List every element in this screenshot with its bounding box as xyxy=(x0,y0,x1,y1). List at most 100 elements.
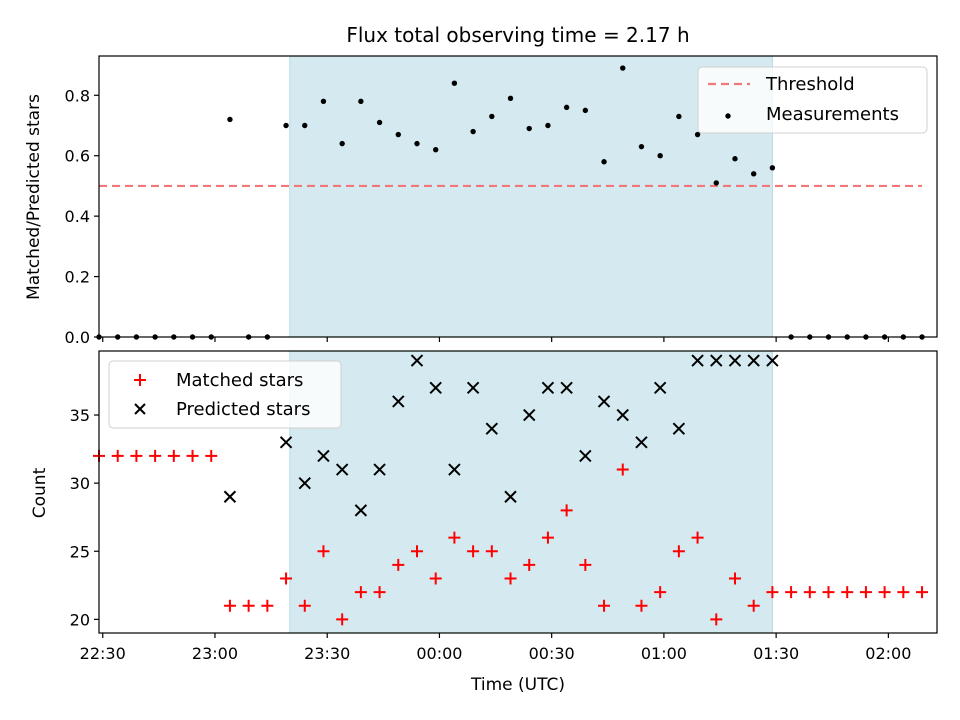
predicted-star-point xyxy=(766,354,779,367)
matched-star-point xyxy=(429,572,442,585)
matched-star-point xyxy=(336,613,349,626)
legend-predicted-swatch xyxy=(134,403,146,415)
matched-star-point xyxy=(916,586,929,599)
y-tick-label: 20 xyxy=(70,610,90,629)
matched-star-point xyxy=(785,586,798,599)
predicted-star-point xyxy=(354,504,368,517)
measurement-point xyxy=(545,122,551,129)
matched-star-point xyxy=(598,599,611,612)
y-tick-label: 0.4 xyxy=(65,207,90,226)
y-tick-label: 30 xyxy=(70,474,90,493)
matched-star-point xyxy=(485,545,498,558)
matched-star-point xyxy=(242,599,255,612)
matched-star-point xyxy=(167,449,180,462)
predicted-star-mark xyxy=(710,354,723,367)
matched-star-point xyxy=(392,558,405,571)
measurement-point xyxy=(395,131,401,138)
top-x-ticks xyxy=(102,337,889,342)
predicted-star-mark xyxy=(747,354,760,367)
matched-star-point xyxy=(298,599,311,612)
y-tick-label: 0.0 xyxy=(65,328,90,347)
predicted-star-point xyxy=(672,422,686,435)
predicted-star-point xyxy=(504,490,517,503)
predicted-star-point xyxy=(653,381,667,394)
measurement-point xyxy=(638,143,645,150)
matched-star-point xyxy=(691,531,704,544)
y-tick-label: 0.8 xyxy=(65,86,90,105)
predicted-star-mark xyxy=(354,504,368,517)
predicted-star-mark xyxy=(635,436,648,449)
matched-star-point xyxy=(280,572,293,585)
predicted-star-mark xyxy=(728,354,742,367)
matched-star-point xyxy=(841,586,854,599)
predicted-star-mark xyxy=(410,354,424,367)
measurement-point xyxy=(582,107,589,114)
measurement-point xyxy=(732,156,738,162)
y-tick-label: 0.6 xyxy=(65,147,90,166)
predicted-star-point xyxy=(597,395,611,408)
matched-star-point xyxy=(710,613,723,626)
chart-title: Flux total observing time = 2.17 h xyxy=(346,23,689,47)
measurement-point xyxy=(302,122,308,129)
top-legend-box xyxy=(697,66,928,134)
measurement-point xyxy=(339,140,345,147)
top-observing-window xyxy=(289,55,773,338)
matched-star-point xyxy=(859,586,872,599)
predicted-star-point xyxy=(466,381,480,394)
predicted-star-mark xyxy=(392,395,405,408)
top-legend: Threshold Measurements xyxy=(697,66,928,134)
top-y-axis-label: Matched/Predicted stars xyxy=(24,94,44,300)
matched-star-point xyxy=(803,586,816,599)
measurement-point xyxy=(620,65,626,71)
predicted-star-mark xyxy=(541,381,555,394)
measurement-point xyxy=(451,80,458,86)
predicted-star-point xyxy=(747,354,760,367)
matched-star-point xyxy=(728,572,741,585)
predicted-stars-points xyxy=(223,354,779,517)
matched-star-point xyxy=(111,449,124,462)
matched-star-point xyxy=(523,558,536,571)
x-tick-label: 22:30 xyxy=(80,644,126,663)
x-tick-label: 23:30 xyxy=(304,644,350,663)
matched-star-point xyxy=(186,449,199,462)
predicted-star-mark xyxy=(560,381,573,394)
predicted-star-mark xyxy=(766,354,779,367)
predicted-star-point xyxy=(317,449,330,463)
predicted-star-mark xyxy=(448,463,461,476)
predicted-star-point xyxy=(616,408,629,422)
measurement-point xyxy=(657,153,663,159)
predicted-star-point xyxy=(335,463,349,476)
legend-measurements-label: Measurements xyxy=(766,104,899,125)
bottom-panel: 20 25 30 35 22:30 23:00 23:30 00:00 00:30 01:00 0… xyxy=(30,350,938,695)
matched-star-point xyxy=(616,463,629,476)
predicted-star-point xyxy=(410,354,424,367)
matched-star-point xyxy=(654,586,667,599)
predicted-star-mark xyxy=(504,490,517,503)
bottom-legend-box xyxy=(108,360,342,429)
matched-star-point xyxy=(149,449,162,462)
matched-star-point xyxy=(504,572,517,585)
matched-star-point xyxy=(410,545,423,558)
y-tick-label: 0.2 xyxy=(65,268,90,287)
matched-star-point xyxy=(560,504,573,517)
x-tick-label: 01:00 xyxy=(641,644,687,663)
bottom-x-ticks: 22:30 23:00 23:30 00:00 00:30 01:00 01:30 02:00 xyxy=(80,633,911,663)
predicted-star-mark xyxy=(429,381,442,394)
predicted-star-mark xyxy=(597,395,611,408)
predicted-star-mark xyxy=(335,463,349,476)
predicted-star-point xyxy=(635,436,648,449)
predicted-star-mark xyxy=(523,408,536,422)
legend-matched-swatch xyxy=(134,374,146,386)
measurement-point xyxy=(470,128,476,135)
x-tick-label: 00:00 xyxy=(416,644,462,663)
predicted-star-mark xyxy=(672,422,686,435)
predicted-star-point xyxy=(710,354,723,367)
predicted-star-point xyxy=(392,395,405,408)
bottom-y-ticks: 20 25 30 35 xyxy=(70,406,99,629)
predicted-star-mark xyxy=(317,449,330,463)
measurement-point xyxy=(507,95,514,102)
measurement-point xyxy=(750,171,757,177)
measurement-point xyxy=(432,146,439,153)
matched-star-point xyxy=(223,599,236,612)
